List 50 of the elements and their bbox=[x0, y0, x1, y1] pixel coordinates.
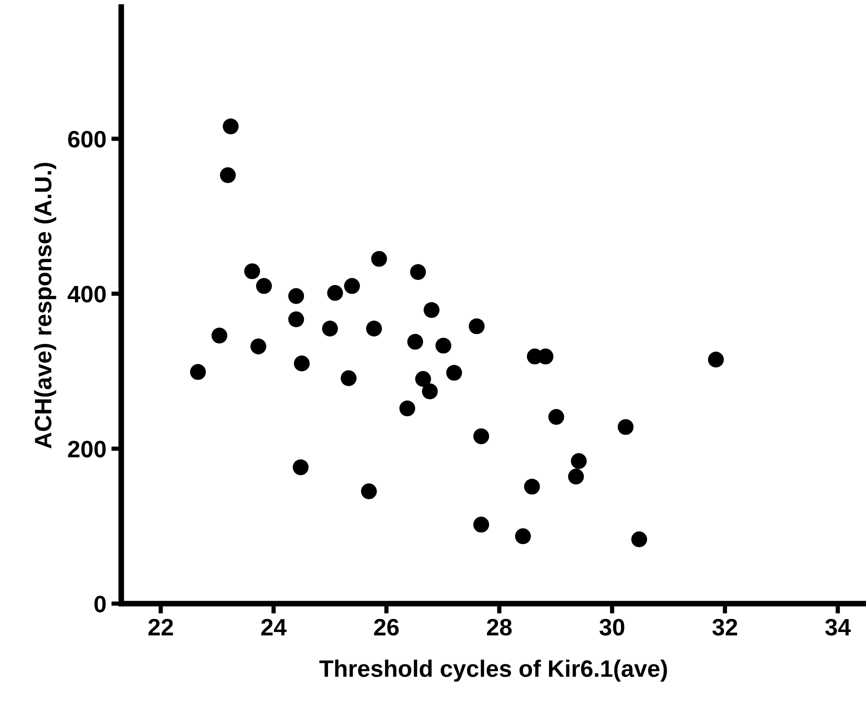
point bbox=[250, 338, 266, 354]
point bbox=[473, 516, 490, 533]
y-axis-title: ACH(ave) response (A.U.) bbox=[34, 162, 56, 448]
x-tick-label: 26 bbox=[374, 618, 399, 636]
x-tick-label: 22 bbox=[148, 618, 173, 636]
point bbox=[515, 528, 531, 544]
point bbox=[361, 483, 377, 500]
x-tick-label: 24 bbox=[261, 618, 287, 636]
point bbox=[340, 370, 357, 386]
point bbox=[371, 250, 388, 267]
point bbox=[468, 318, 485, 334]
point bbox=[294, 356, 310, 372]
point bbox=[415, 371, 432, 387]
point bbox=[410, 264, 426, 280]
point bbox=[631, 531, 648, 548]
point bbox=[190, 364, 206, 380]
x-axis-title: Threshold cycles of Kir6.1(ave) bbox=[319, 660, 667, 682]
x-tick-label: 34 bbox=[825, 618, 851, 636]
y-tick-label: 400 bbox=[68, 286, 106, 303]
point bbox=[618, 419, 634, 435]
y-tick-label: 0 bbox=[94, 596, 106, 612]
x-tick-label: 32 bbox=[712, 618, 738, 636]
point bbox=[344, 278, 360, 294]
point bbox=[399, 400, 416, 416]
point bbox=[524, 478, 540, 495]
point bbox=[327, 285, 343, 301]
point bbox=[446, 364, 462, 381]
point bbox=[222, 118, 239, 134]
point bbox=[548, 408, 564, 425]
point bbox=[424, 302, 440, 318]
point bbox=[220, 167, 236, 184]
point bbox=[256, 278, 272, 294]
point bbox=[288, 288, 304, 304]
point bbox=[422, 383, 438, 400]
point bbox=[366, 320, 382, 337]
y-tick-label: 600 bbox=[68, 130, 106, 148]
point bbox=[568, 468, 584, 484]
point bbox=[570, 453, 587, 469]
point bbox=[708, 352, 724, 368]
point bbox=[211, 328, 228, 344]
point bbox=[473, 428, 490, 444]
point bbox=[288, 311, 304, 328]
point bbox=[244, 263, 260, 280]
point bbox=[435, 338, 452, 354]
point bbox=[292, 459, 309, 476]
y-tick-label: 200 bbox=[68, 440, 106, 458]
point bbox=[322, 320, 338, 337]
x-tick-label: 28 bbox=[486, 618, 512, 636]
point bbox=[407, 334, 424, 350]
x-tick-label: 30 bbox=[600, 618, 624, 636]
